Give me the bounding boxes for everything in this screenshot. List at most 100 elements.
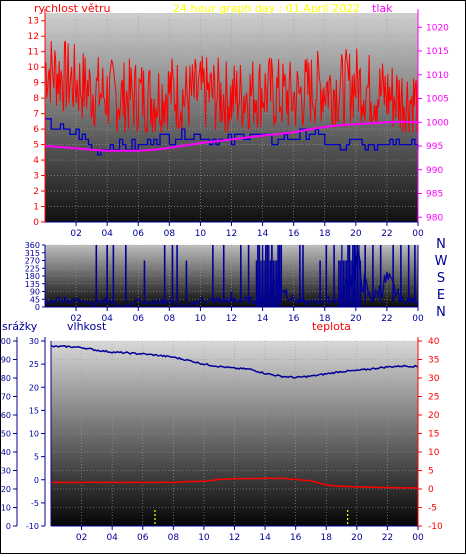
- rain-y-tick-label: 40: [1, 448, 11, 457]
- temp-y-tick-label: 5: [428, 467, 434, 477]
- compass-label: E: [437, 288, 445, 303]
- pressure-title: tlak: [372, 2, 393, 15]
- wind-y-tick-label: 3: [33, 172, 39, 182]
- compass-label: N: [436, 237, 446, 252]
- graph-title: 24 hour graph day : 01 April 2022: [173, 2, 360, 15]
- wind-y-tick-label: 7: [33, 110, 39, 120]
- pressure-y-tick-label: 995: [426, 142, 443, 152]
- temp-y-tick-label: 25: [428, 393, 439, 403]
- dir-y-tick-label: 45: [30, 295, 40, 304]
- wind-speed-line: [44, 40, 419, 133]
- hum-y-tick-label: 5: [34, 453, 39, 462]
- temp-y-tick-label: 0: [428, 485, 434, 495]
- pressure-y-tick-label: 1005: [426, 95, 449, 105]
- x-tick-label: 02: [70, 314, 81, 324]
- hum-y-tick-label: 30: [29, 337, 39, 346]
- dir-y-tick-label: 270: [25, 257, 40, 266]
- rain-y-tick-label: 20: [1, 485, 11, 494]
- rain-y-tick-label: 60: [1, 411, 11, 420]
- temp-y-tick-label: 10: [428, 448, 440, 458]
- x-tick-label: 14: [257, 314, 269, 324]
- humidity-line: [50, 345, 419, 379]
- rain-y-tick-label: 100: [1, 337, 11, 346]
- temp-y-tick-label: 35: [428, 356, 439, 366]
- x-tick-label: 10: [198, 533, 210, 543]
- dir-y-tick-label: 90: [30, 288, 40, 297]
- wind-y-tick-label: 9: [33, 79, 39, 89]
- temp-y-tick-label: -10: [428, 522, 443, 532]
- rain-y-tick-label: 30: [1, 467, 11, 476]
- compass-label: N: [436, 305, 446, 320]
- x-tick-label: 06: [133, 229, 145, 239]
- x-tick-label: 16: [288, 229, 300, 239]
- x-tick-label: 16: [290, 533, 302, 543]
- wind-y-tick-label: 12: [28, 32, 39, 42]
- x-tick-label: 14: [257, 229, 269, 239]
- x-tick-label: 02: [70, 229, 81, 239]
- wind-speed-title: rychlost větru: [34, 2, 111, 15]
- x-tick-label: 04: [101, 314, 113, 324]
- humidity-title: vlhkost: [67, 320, 107, 333]
- rain-title: srážky: [2, 320, 38, 333]
- wind-y-tick-label: 2: [33, 187, 39, 197]
- wind-y-tick-label: 4: [33, 156, 39, 166]
- x-tick-label: 08: [164, 314, 176, 324]
- rain-y-tick-label: 10: [1, 504, 11, 513]
- temp-y-tick-label: 30: [428, 374, 440, 384]
- wind-y-tick-label: 0: [33, 218, 39, 228]
- compass-label: W: [435, 254, 448, 269]
- x-tick-label: 22: [381, 314, 392, 324]
- wind-y-tick-label: 10: [28, 63, 40, 73]
- dir-y-tick-label: 0: [35, 303, 40, 312]
- hum-y-tick-label: -5: [31, 499, 39, 508]
- x-tick-label: 00: [412, 314, 424, 324]
- pressure-y-tick-label: 980: [426, 213, 443, 223]
- wind-y-tick-label: 6: [33, 125, 39, 135]
- hum-y-tick-label: 15: [29, 406, 39, 415]
- dir-y-tick-label: 135: [25, 280, 40, 289]
- hum-y-tick-label: 10: [29, 430, 39, 439]
- temperature-line: [51, 477, 419, 489]
- dir-y-tick-label: 360: [25, 241, 40, 250]
- x-tick-label: 12: [226, 229, 237, 239]
- x-tick-label: 18: [319, 314, 331, 324]
- temp-y-tick-label: 15: [428, 430, 439, 440]
- x-tick-label: 10: [195, 314, 207, 324]
- x-tick-label: 18: [321, 533, 333, 543]
- wind-y-tick-label: 1: [33, 203, 39, 213]
- x-tick-label: 20: [351, 533, 363, 543]
- x-tick-label: 12: [229, 533, 240, 543]
- rain-y-tick-label: 80: [1, 374, 11, 383]
- pressure-y-tick-label: 1010: [426, 71, 449, 81]
- temp-y-tick-label: 20: [428, 411, 440, 421]
- x-tick-label: 20: [350, 314, 362, 324]
- x-tick-label: 22: [382, 533, 393, 543]
- rain-y-tick-label: 90: [1, 356, 11, 365]
- x-tick-label: 16: [288, 314, 300, 324]
- pressure-y-tick-label: 1000: [426, 118, 449, 128]
- temp-y-tick-label: 40: [428, 337, 440, 347]
- hum-y-tick-label: -10: [26, 522, 39, 531]
- dir-y-tick-label: 225: [25, 264, 40, 273]
- x-tick-label: 22: [381, 229, 392, 239]
- x-tick-label: 02: [76, 533, 87, 543]
- pressure-line: [44, 120, 419, 152]
- x-tick-label: 00: [412, 533, 424, 543]
- x-tick-label: 08: [168, 533, 180, 543]
- x-tick-label: 18: [319, 229, 331, 239]
- x-tick-label: 04: [106, 533, 118, 543]
- x-tick-label: 00: [412, 229, 424, 239]
- hum-y-tick-label: 0: [34, 476, 39, 485]
- pressure-y-tick-label: 1015: [426, 47, 449, 57]
- x-tick-label: 06: [137, 533, 149, 543]
- x-tick-label: 10: [195, 229, 207, 239]
- pressure-y-tick-label: 985: [426, 190, 443, 200]
- wind-y-tick-label: 8: [33, 94, 39, 104]
- compass-label: S: [437, 271, 445, 286]
- x-tick-label: 08: [164, 229, 176, 239]
- x-tick-label: 04: [101, 229, 113, 239]
- x-tick-label: 12: [226, 314, 237, 324]
- x-tick-label: 06: [133, 314, 145, 324]
